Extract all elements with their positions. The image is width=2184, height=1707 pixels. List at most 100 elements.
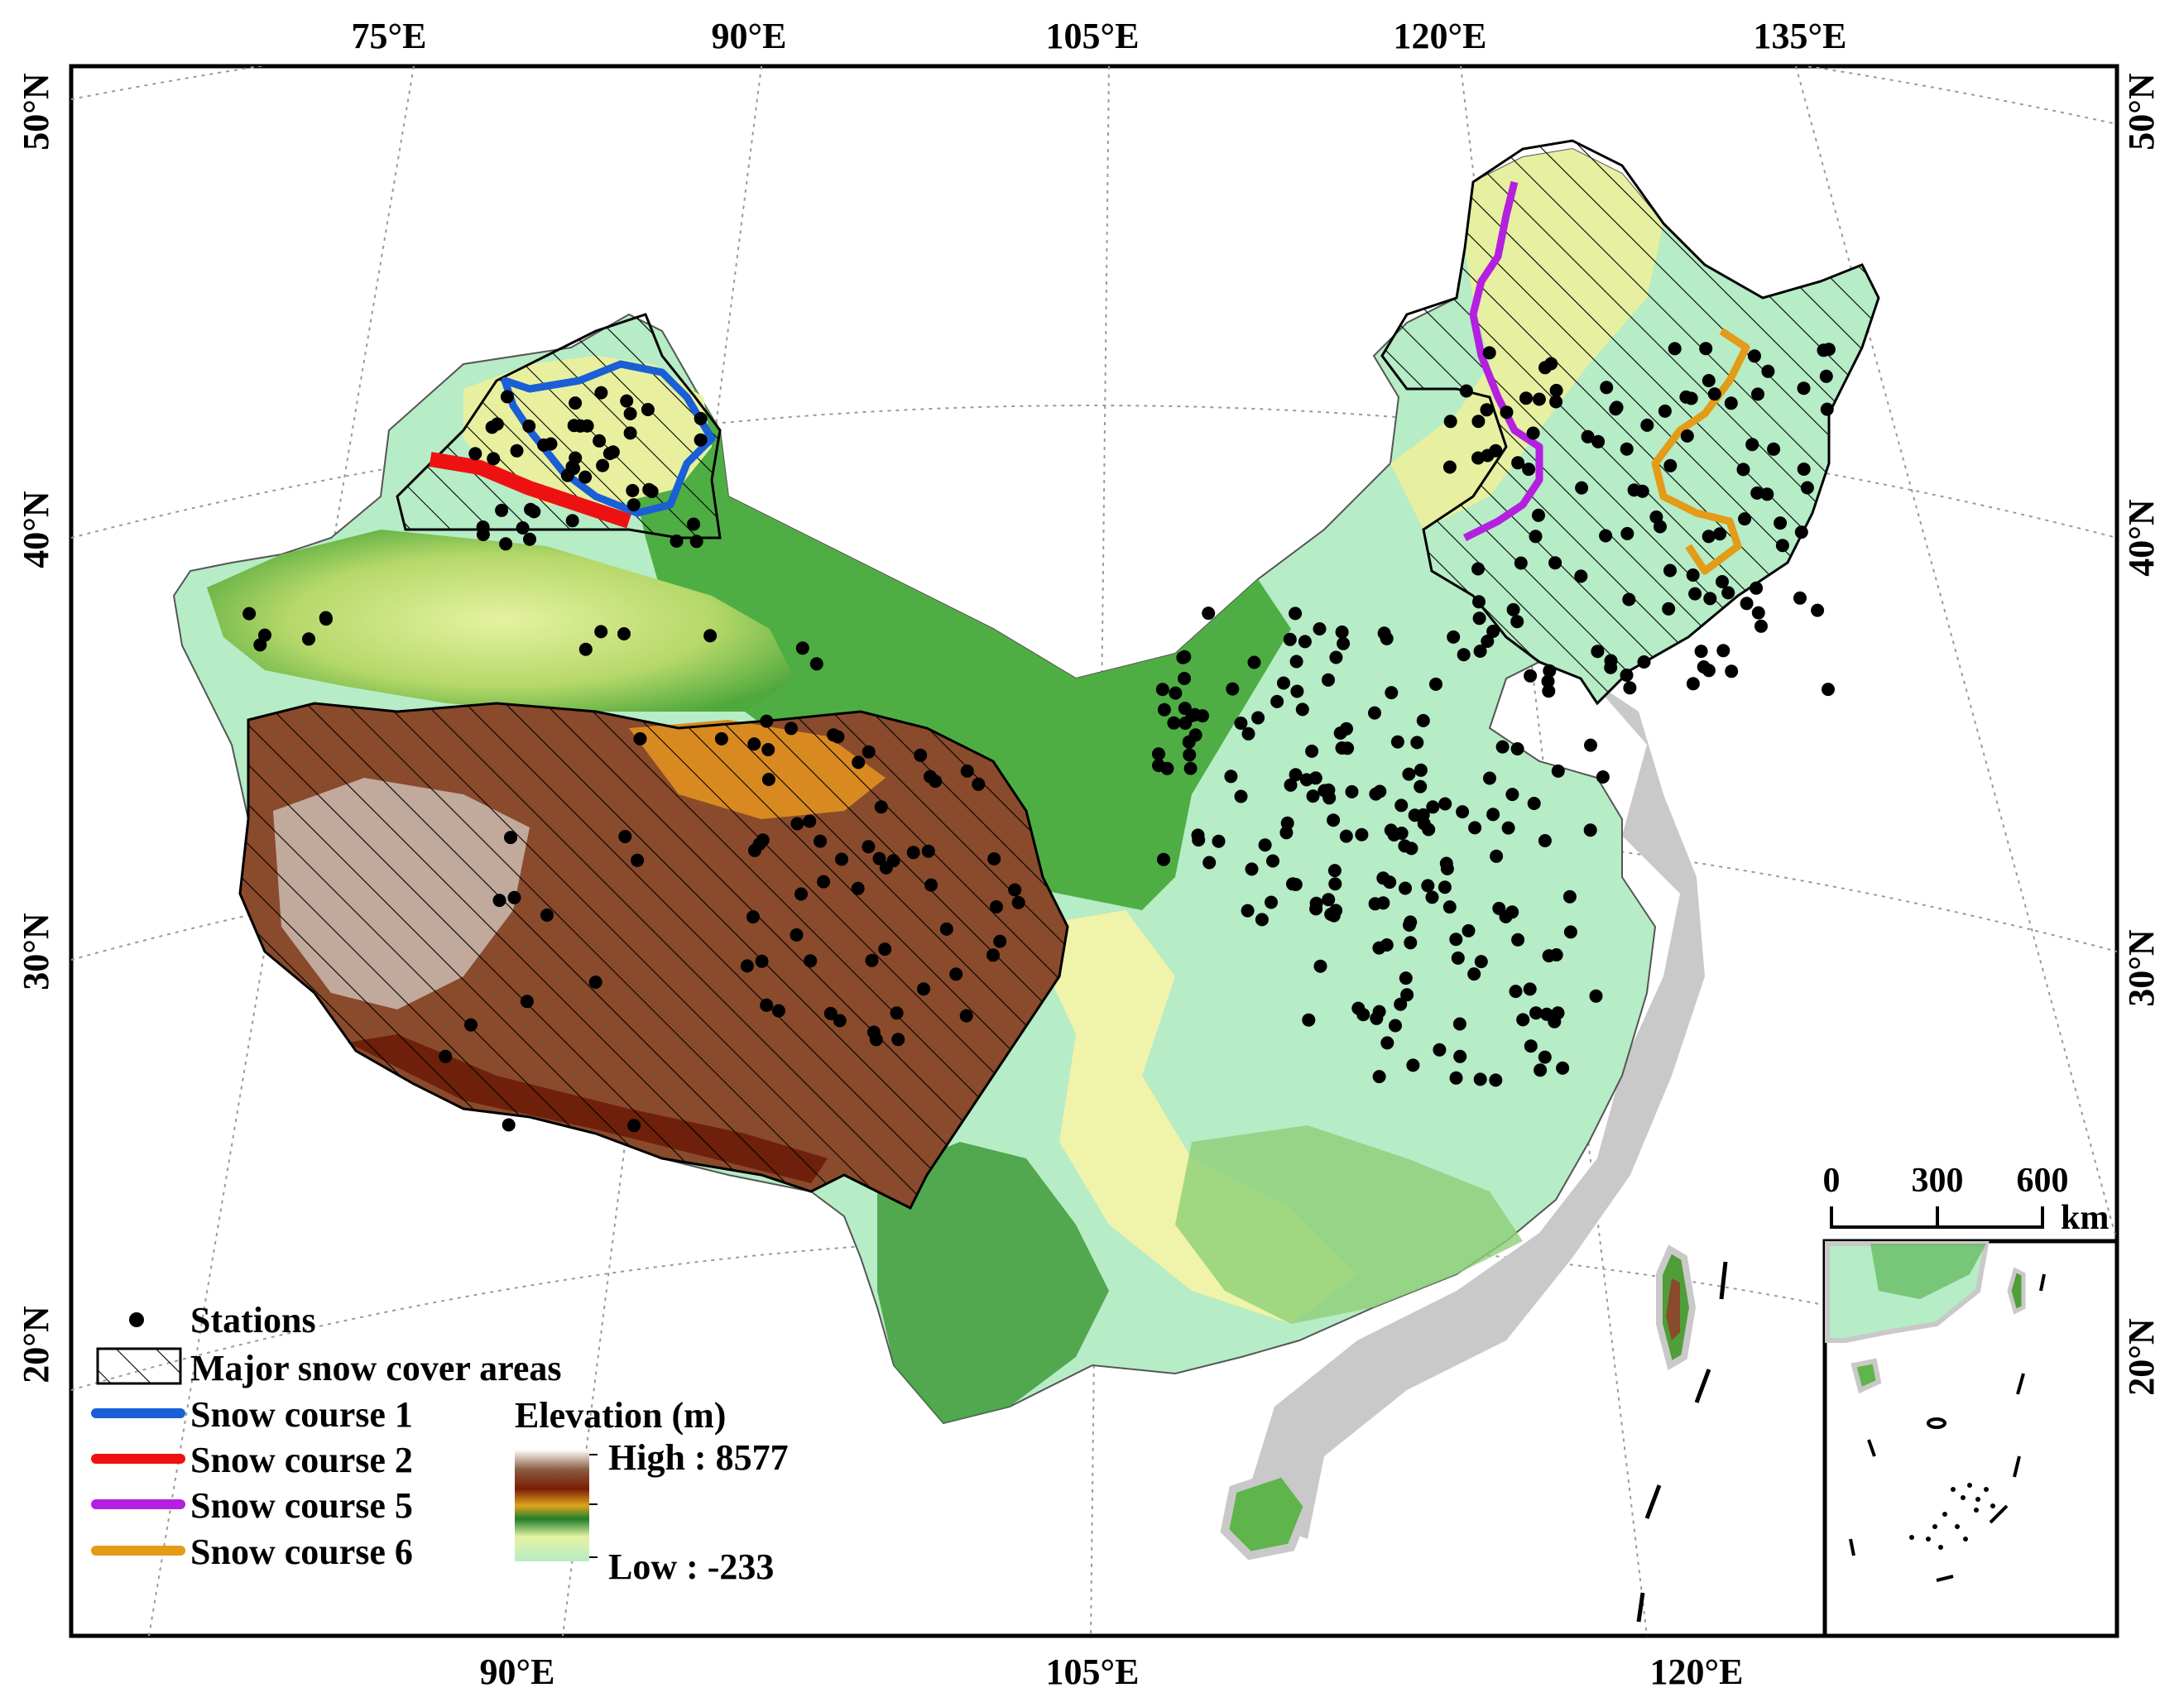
tick-bottom-1: 90°E [480, 1652, 555, 1692]
station-dot [1532, 392, 1546, 406]
station-dot [1433, 1043, 1447, 1057]
station-dot [1549, 395, 1563, 409]
station-dot [694, 411, 708, 425]
elevation-title: Elevation (m) [515, 1395, 726, 1436]
station-dot [1736, 463, 1750, 477]
station-dot [1609, 402, 1623, 416]
station-dot [1637, 655, 1651, 669]
station-dot [1751, 606, 1765, 620]
forest-area [629, 389, 1291, 910]
station-dot [891, 1033, 905, 1047]
station-dot [302, 632, 315, 646]
station-dot [1202, 607, 1216, 621]
station-dot [1524, 1039, 1538, 1053]
station-dot [990, 900, 1003, 913]
station-dot [1702, 374, 1716, 387]
station-dot [495, 503, 509, 517]
station-dot [1679, 390, 1693, 404]
station-dot [1160, 761, 1174, 775]
station-dot [1563, 925, 1577, 939]
station-dot [1422, 822, 1436, 837]
station-dot [1265, 895, 1278, 909]
station-dot [1540, 1007, 1553, 1021]
station-dot [1680, 429, 1694, 443]
station-dot [1224, 770, 1238, 784]
station-dot [687, 517, 701, 531]
station-dot [1745, 438, 1759, 452]
station-dot [1480, 403, 1494, 417]
station-dot [1538, 834, 1552, 847]
station-dot [1774, 516, 1788, 530]
station-dot [522, 420, 536, 433]
station-dot [1662, 602, 1676, 616]
station-dot [524, 502, 538, 516]
station-dot [1305, 744, 1319, 758]
east-dashes [1636, 1261, 1728, 1623]
station-dot [623, 407, 637, 420]
coastline-shadow [1241, 678, 1705, 1539]
station-dot [869, 1033, 883, 1047]
station-dot [626, 498, 641, 512]
station-dot [1324, 908, 1338, 921]
station-dot [1251, 711, 1265, 725]
station-dot [1471, 415, 1486, 429]
station-dot [1289, 878, 1303, 891]
elevation-colorbar [515, 1450, 589, 1561]
station-dot [464, 1018, 478, 1032]
station-dot [960, 764, 974, 778]
station-dot [714, 731, 728, 746]
station-dot [1489, 444, 1503, 458]
inset-islands [1909, 1483, 1995, 1550]
station-dot [439, 1049, 453, 1063]
station-dot [1490, 849, 1504, 863]
station-dot [794, 887, 808, 901]
station-dot [1191, 828, 1205, 842]
station-dot [1429, 677, 1442, 691]
station-dot [1157, 702, 1171, 717]
snow-course-6-line [1651, 328, 1750, 575]
inset-map [1822, 1239, 2117, 1636]
station-dot [627, 1119, 641, 1133]
station-dot [319, 612, 333, 626]
station-dot [1544, 357, 1558, 371]
station-dot [760, 714, 774, 728]
scale-bar: 0 300 600 km [1823, 1162, 2110, 1237]
station-dot [1543, 664, 1557, 678]
station-dot [1370, 1011, 1384, 1025]
tick-left-3: 30°N [16, 913, 56, 990]
station-dot [1351, 1001, 1366, 1015]
station-dot [1368, 706, 1381, 720]
station-dot [1481, 635, 1495, 648]
tick-right-1: 50°N [2121, 73, 2162, 151]
station-dot [804, 954, 818, 968]
station-dot [917, 982, 930, 996]
station-dot [761, 773, 775, 786]
tick-right-2: 40°N [2121, 499, 2162, 577]
station-dots [242, 342, 1836, 1133]
station-dot [1335, 625, 1349, 639]
legend: Stations Major snow cover areas Snow cou… [91, 1300, 789, 1587]
station-dot [476, 528, 490, 541]
station-dot [1345, 784, 1359, 798]
station-dot [1390, 735, 1404, 749]
hatch-swatch-icon [96, 1347, 182, 1385]
station-dot [1549, 948, 1563, 961]
station-dot [1694, 645, 1708, 659]
station-dot [1510, 742, 1524, 755]
station-dot [1519, 391, 1533, 405]
station-dot [1562, 889, 1577, 904]
station-dot [1408, 808, 1422, 822]
tick-right-3: 30°N [2121, 929, 2162, 1007]
station-dot [1008, 883, 1022, 897]
tick-top-5: 135°E [1754, 16, 1847, 56]
station-dot [1688, 587, 1702, 601]
station-dot [1529, 1006, 1543, 1020]
station-dot [1754, 619, 1768, 633]
station-dot [1472, 611, 1486, 626]
station-dot [689, 535, 703, 549]
station-dot [1449, 933, 1463, 947]
station-dot [1702, 530, 1716, 544]
station-dot [1157, 852, 1170, 866]
station-dot [1556, 1061, 1570, 1075]
